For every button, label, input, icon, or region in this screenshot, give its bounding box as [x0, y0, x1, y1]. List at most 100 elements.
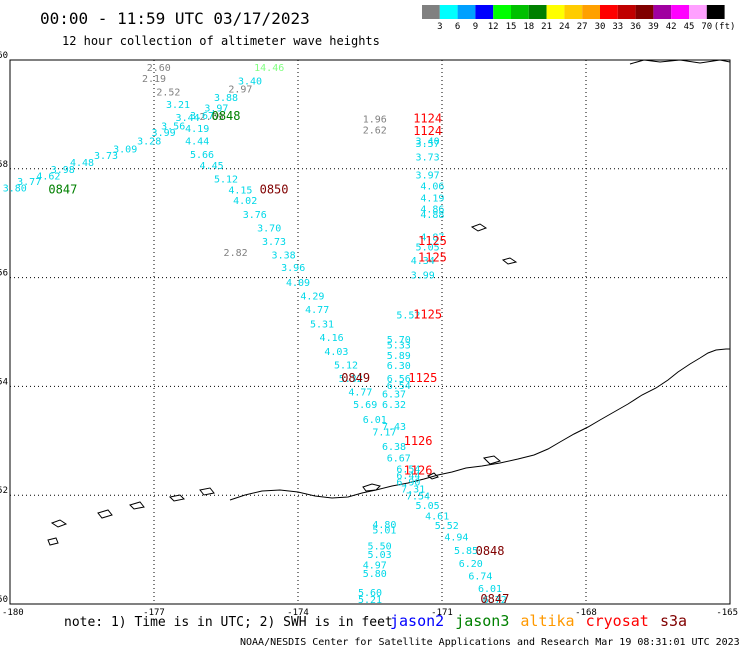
swh-value-label: 3.70 [257, 223, 281, 234]
island-west-5 [168, 494, 186, 502]
swh-value-label: 5.12 [334, 360, 358, 371]
swh-value-label: 3.76 [243, 210, 267, 221]
swh-value-label: 4.02 [233, 196, 257, 207]
satellite-name: jason3 [455, 612, 509, 630]
legend-label: 6 [455, 22, 460, 32]
swh-value-label: 3.40 [416, 136, 440, 147]
swh-value-label: 3.73 [416, 153, 440, 164]
swh-value-label: 4.19 [420, 193, 444, 204]
island-west-4 [129, 501, 145, 510]
swh-value-label: 4.86 [420, 204, 444, 215]
data-marks: 2.602.19 2.52 2.97 2.69 1.962.62 2.82 14.46 3.4… [3, 63, 510, 606]
legend-swatch [439, 5, 458, 19]
legend-swatch [582, 5, 600, 19]
swh-value-label: 6.54 [396, 464, 420, 475]
island-bay-1 [482, 455, 502, 465]
swh-value-label: 4.15 [228, 185, 252, 196]
legend-swatch [689, 5, 707, 19]
swh-value-label: 5.52 [435, 521, 459, 532]
swh-value-label: 4.45 [200, 161, 224, 172]
pass-time-label: 0849 [341, 371, 370, 385]
swh-value-label: 7.43 [382, 422, 406, 433]
swh-value-label: 3.99 [411, 271, 435, 282]
legend-label: (ft) [714, 22, 736, 32]
swh-value-label: 6.56 [387, 374, 411, 385]
swh-value-label: 3.44 [176, 113, 200, 124]
swh-value-label: 3.80 [3, 184, 27, 195]
swh-value-label: 2.69 [200, 112, 224, 123]
x-tick-label: -174 [287, 608, 309, 618]
swh-value-label: 3.77 [17, 177, 41, 188]
swh-value-label: 3.21 [166, 100, 190, 111]
island-west-3 [97, 509, 113, 519]
legend-swatch [653, 5, 672, 19]
satellite-name: jason2 [390, 612, 444, 630]
swh-value-label: 4.44 [185, 136, 209, 147]
legend-label: 9 [473, 22, 478, 32]
legend-swatch [635, 5, 654, 19]
swh-value-label: 6.90 [396, 477, 420, 488]
swh-value-label: 3.98 [51, 165, 75, 176]
swh-value-label: 3.38 [272, 251, 296, 262]
island-west-2 [47, 537, 59, 546]
plot-frame [9, 59, 731, 605]
x-tick-label: -168 [575, 608, 597, 618]
coastline [47, 59, 731, 546]
swh-value-label: 3.09 [113, 144, 137, 155]
footer-credit: NOAA/NESDIS Center for Satellite Applica… [240, 637, 740, 648]
swh-value-label: 6.38 [382, 442, 406, 453]
y-tick-label: 56 [0, 269, 8, 279]
swh-value-label: 6.20 [459, 559, 483, 570]
legend-swatch [706, 5, 725, 19]
swh-value-label: 6.44 [396, 471, 420, 482]
swh-value-label: 6.67 [387, 453, 411, 464]
swh-value-label: 4.88 [420, 210, 444, 221]
y-tick-label: 60 [0, 51, 8, 61]
legend-label: 24 [559, 22, 570, 32]
pass-time-label: 1125 [418, 250, 447, 264]
swh-value-label: 5.05 [416, 501, 440, 512]
swh-value-label: 4.48 [70, 158, 94, 169]
y-tick-label: 50 [0, 595, 8, 605]
legend-label: 45 [684, 22, 695, 32]
swh-value-label: 5.31 [310, 320, 334, 331]
swh-value-label: 4.77 [348, 388, 372, 399]
swh-value-label: 3.73 [262, 237, 286, 248]
swh-value-label: 7.17 [372, 427, 396, 438]
pass-time-label: 0847 [480, 592, 509, 606]
island-west-1 [50, 519, 68, 528]
swh-value-label: 2.97 [228, 85, 252, 96]
swh-value-label: 6.74 [468, 572, 492, 583]
swh-value-label: 6.72 [483, 595, 507, 606]
legend-swatch [475, 5, 494, 19]
swh-value-label: 4.06 [420, 181, 444, 192]
swh-value-label: 3.88 [214, 93, 238, 104]
swh-value-label: 4.19 [185, 124, 209, 135]
pass-time-label: 1126 [404, 464, 433, 478]
legend-swatch [546, 5, 565, 19]
legend-label: 39 [648, 22, 659, 32]
swh-value-label: 5.52 [396, 310, 420, 321]
swh-value-label: 5.03 [368, 550, 392, 561]
pass-time-label: 1125 [408, 371, 437, 385]
swh-value-label: 4.09 [286, 278, 310, 289]
swh-value-label: 4.87 [420, 233, 444, 244]
swh-value-label: 2.82 [224, 248, 248, 259]
swh-value-label: 4.62 [36, 172, 60, 183]
swh-value-label: 2.52 [156, 87, 180, 98]
legend-swatch [457, 5, 476, 19]
swh-value-label: 5.33 [387, 340, 411, 351]
chart-subtitle: 12 hour collection of altimeter wave hei… [62, 34, 380, 48]
x-tick-label: -171 [431, 608, 453, 618]
grid [10, 60, 730, 604]
swh-value-label: 5.80 [363, 569, 387, 580]
satellite-legend: jason2 jason3 altika cryosat s3a [390, 612, 687, 630]
swh-value-label: 4.61 [425, 512, 449, 523]
island-pribilof-1 [470, 223, 488, 232]
swh-value-label: 14.46 [254, 63, 284, 74]
swh-value-label: 7.31 [401, 484, 425, 495]
legend-label: 12 [488, 22, 499, 32]
satellite-name: cryosat [586, 612, 649, 630]
swh-value-label: 4.80 [372, 520, 396, 531]
swh-value-label: 5.01 [372, 525, 396, 536]
